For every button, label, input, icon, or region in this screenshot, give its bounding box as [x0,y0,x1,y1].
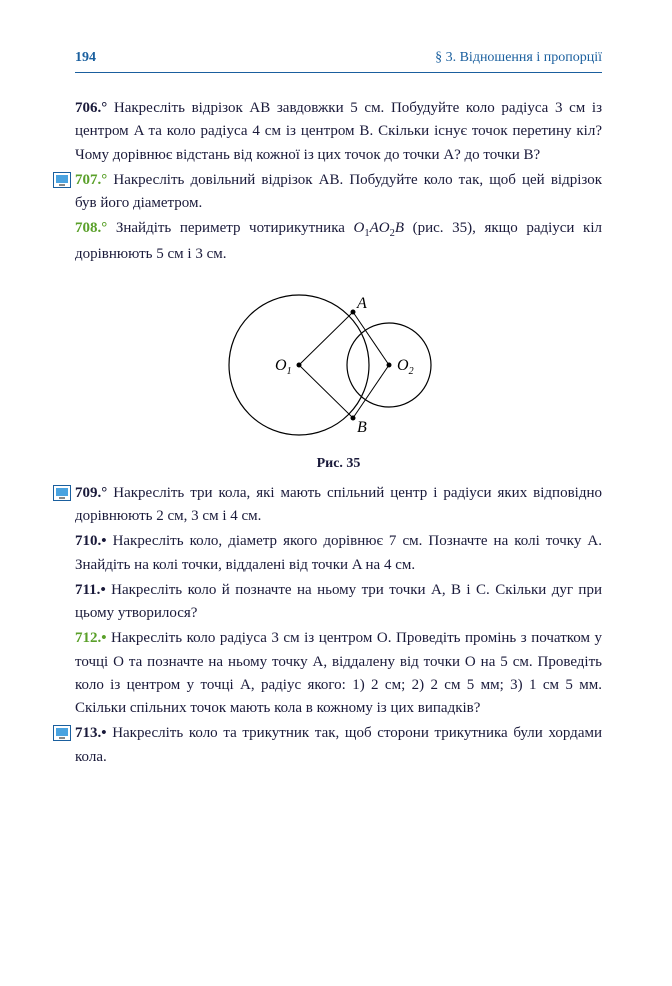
problem-number: 707. [75,172,101,188]
problem-text: Накресліть довільний відрізок AB. Побуду… [75,172,602,211]
computer-icon [53,485,71,501]
problem-number: 710. [75,533,101,549]
problem-number: 712. [75,630,101,646]
page: 194 § 3. Відношення і пропорції 706.° На… [0,0,672,986]
problem-number: 709. [75,485,101,501]
page-header: 194 § 3. Відношення і пропорції [75,50,602,73]
problem-708: 708.° Знайдіть периметр чотирикутника O1… [75,217,602,266]
problem-number: 711. [75,582,100,598]
problem-706: 706.° Накресліть відрізок AB завдовжки 5… [75,97,602,167]
label-B: B [357,419,367,436]
problem-text: Накресліть відрізок AB завдовжки 5 см. П… [75,100,602,163]
computer-icon [53,725,71,741]
page-number: 194 [75,50,96,66]
problem-text: Накресліть коло та трикутник так, щоб ст… [75,725,602,764]
problem-number: 708. [75,220,101,236]
problem-713: 713.• Накресліть коло та трикутник так, … [75,722,602,769]
problem-712: 712.• Накресліть коло радіуса 3 см із це… [75,627,602,720]
computer-icon [53,172,71,188]
figure-35: A B O1 O2 Рис. 35 [75,280,602,472]
label-O2: O2 [397,357,414,377]
problem-text: Знайдіть периметр чотирикутника [116,220,354,236]
problem-707: 707.° Накресліть довільний відрізок AB. … [75,169,602,216]
circles-diagram: A B O1 O2 [209,280,469,450]
problem-709: 709.° Накресліть три кола, які мають спі… [75,482,602,529]
problem-711: 711.• Накресліть коло й позначте на ньом… [75,579,602,626]
figure-caption: Рис. 35 [317,456,361,472]
problem-text: Накресліть коло радіуса 3 см із центром … [75,630,602,716]
label-A: A [356,295,367,312]
label-O1: O1 [275,357,292,377]
problem-text: Накресліть коло й позначте на ньому три … [75,582,602,621]
problem-710: 710.• Накресліть коло, діаметр якого дор… [75,530,602,577]
problem-text: Накресліть коло, діаметр якого дорівнює … [75,533,602,572]
problem-number: 706. [75,100,101,116]
problem-number: 713. [75,725,101,741]
section-title: § 3. Відношення і пропорції [435,50,602,66]
problem-text: Накресліть три кола, які мають спільний … [75,485,602,524]
